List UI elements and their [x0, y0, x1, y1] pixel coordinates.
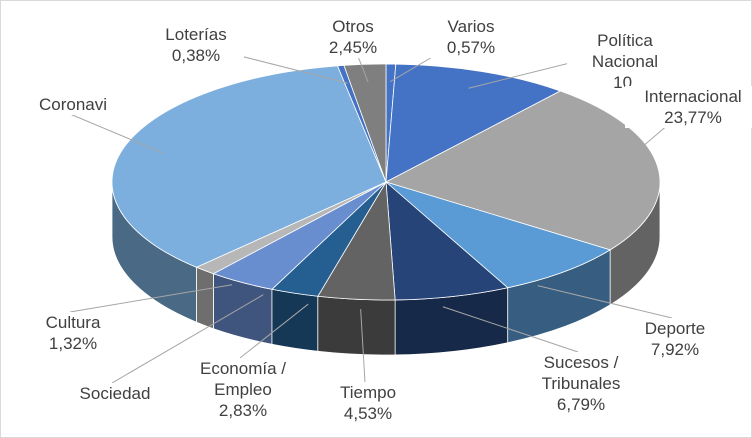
data-label: Sucesos / Tribunales 6,79% — [518, 352, 644, 415]
label-name: Sucesos / Tribunales — [541, 353, 621, 393]
data-label: Otros 2,45% — [315, 16, 391, 58]
label-value: 0,57% — [446, 38, 496, 57]
leader-line — [111, 294, 264, 384]
leader-line — [537, 285, 673, 319]
data-label: Cultura 1,32% — [30, 312, 116, 354]
label-value: 1,32% — [48, 334, 98, 353]
pie-slice — [384, 90, 661, 251]
pie-slice — [385, 63, 562, 183]
label-name: Tiempo — [339, 383, 397, 402]
label-value: 0,38% — [171, 46, 221, 65]
leader-line — [360, 309, 366, 383]
pie-slice — [385, 181, 612, 289]
data-label: Deporte 7,92% — [627, 318, 723, 360]
label-name: Otros — [332, 17, 374, 36]
label-name: Internacional — [644, 87, 742, 106]
label-name: Varios — [447, 17, 495, 36]
data-label: Loterías 0,38% — [148, 24, 244, 66]
label-name: Coronavi — [38, 95, 108, 114]
label-value: 2,45% — [328, 38, 378, 57]
pie-slice — [385, 181, 509, 301]
label-value: 4,53% — [343, 404, 393, 423]
data-label: Varios 0,57% — [423, 16, 519, 58]
leader-line — [69, 284, 233, 313]
pie-top — [111, 63, 661, 301]
label-name: Deporte — [644, 319, 706, 338]
leader-line — [239, 303, 309, 359]
label-name: Sociedad — [79, 384, 151, 403]
label-value: 7,92% — [650, 340, 700, 359]
label-name: Loterías — [165, 25, 227, 44]
leader-line — [442, 306, 579, 353]
data-label: Internacional 23,77% — [625, 86, 752, 128]
data-label: Política Nacional 10, — [567, 30, 683, 93]
pie-slice — [343, 63, 387, 183]
label-name: Cultura — [45, 313, 101, 332]
label-value: 23,77% — [664, 108, 722, 127]
pie-side — [271, 288, 319, 352]
data-label: Coronavi — [20, 94, 126, 115]
label-value: 6,79% — [556, 395, 606, 414]
data-label: Tiempo 4,53% — [325, 382, 411, 424]
pie-side — [317, 295, 396, 356]
leader-line — [69, 113, 164, 154]
data-label: Sociedad — [62, 383, 168, 404]
pie-side — [196, 266, 214, 330]
data-label: Economía / Empleo 2,83% — [180, 358, 306, 421]
pie-sides — [111, 181, 661, 356]
label-name: Economía / Empleo — [200, 359, 286, 399]
label-value: 2,83% — [218, 401, 268, 420]
pie-slice — [111, 65, 387, 268]
label-name: Política Nacional — [591, 31, 659, 71]
